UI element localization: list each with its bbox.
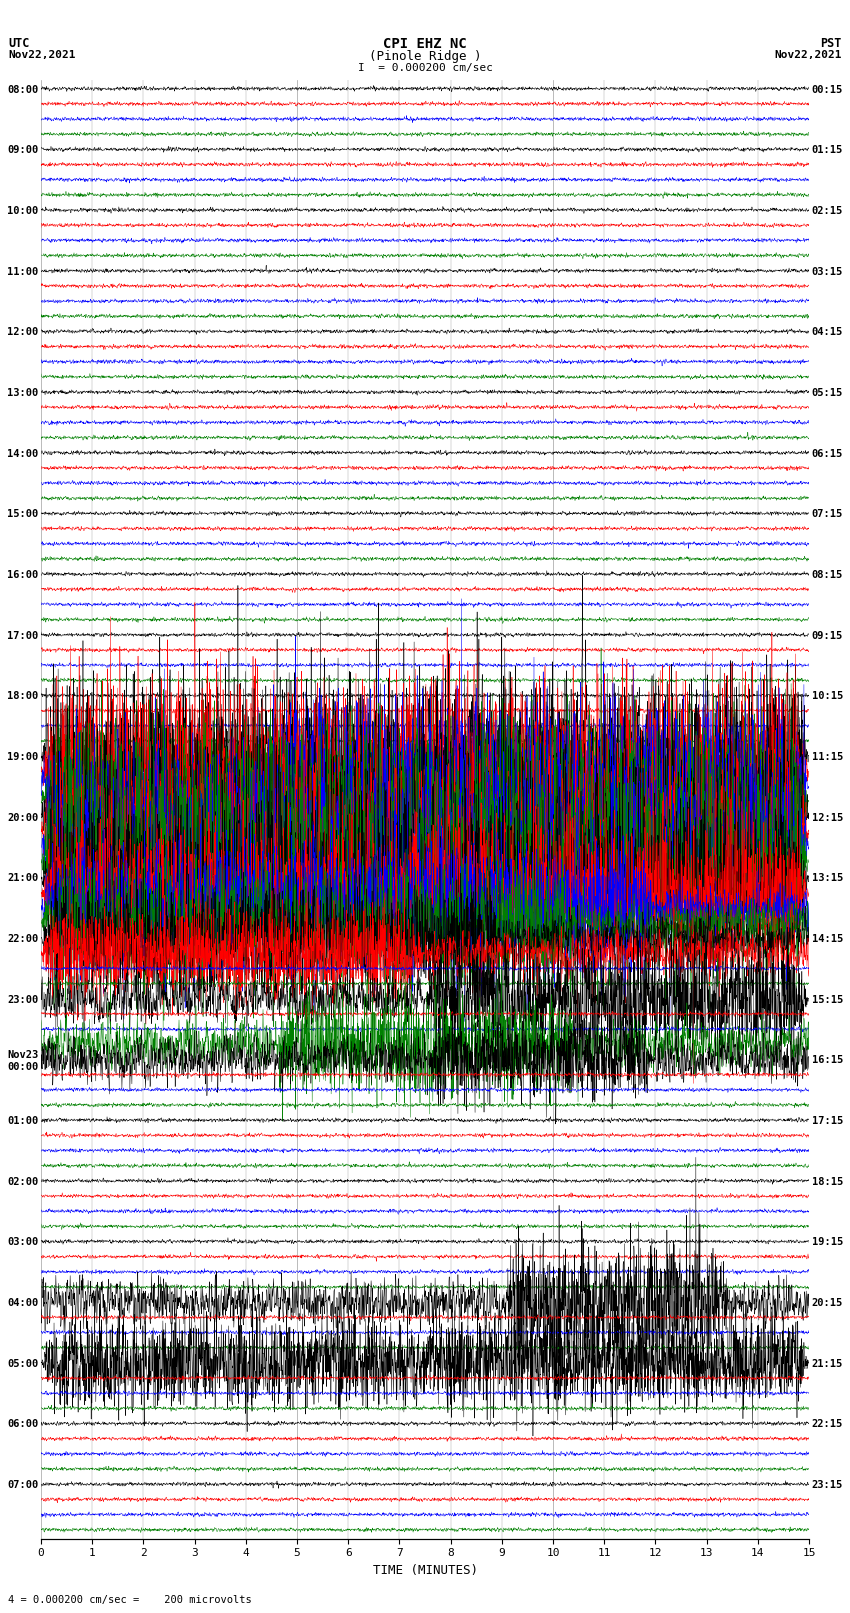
Text: CPI EHZ NC: CPI EHZ NC [383, 37, 467, 52]
Text: I  = 0.000200 cm/sec: I = 0.000200 cm/sec [358, 63, 492, 73]
X-axis label: TIME (MINUTES): TIME (MINUTES) [372, 1565, 478, 1578]
Text: (Pinole Ridge ): (Pinole Ridge ) [369, 50, 481, 63]
Text: PST: PST [820, 37, 842, 50]
Text: Nov22,2021: Nov22,2021 [8, 50, 76, 60]
Text: UTC: UTC [8, 37, 30, 50]
Text: Nov22,2021: Nov22,2021 [774, 50, 842, 60]
Text: 4 = 0.000200 cm/sec =    200 microvolts: 4 = 0.000200 cm/sec = 200 microvolts [8, 1595, 252, 1605]
